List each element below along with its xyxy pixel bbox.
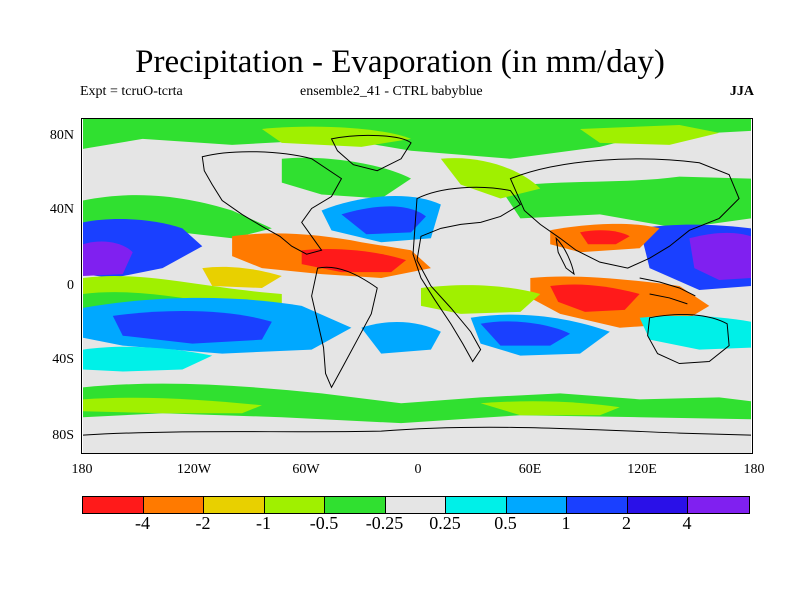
colorbar-label: -0.5: [309, 513, 339, 533]
lat-label-eq: 0: [67, 278, 74, 293]
lon-label-180w: 180: [71, 462, 93, 477]
colorbar-label: -1: [256, 513, 271, 533]
lat-label-40n: 40N: [49, 202, 74, 217]
colorbar-swatch: [143, 497, 204, 513]
lon-label-60w: 60W: [292, 462, 320, 477]
colorbar-swatch: [627, 497, 688, 513]
colorbar-swatch: [506, 497, 567, 513]
lon-label-60e: 60E: [518, 462, 542, 477]
colorbar: [82, 496, 750, 514]
colorbar-label: 2: [622, 513, 631, 533]
ensemble-label: ensemble2_41 - CTRL babyblue: [300, 84, 483, 99]
colorbar-label: 0.25: [429, 513, 461, 533]
lon-label-180e: 180: [743, 462, 765, 477]
colorbar-label: 0.5: [494, 513, 517, 533]
colorbar-label: -4: [135, 513, 150, 533]
world-map-panel: [81, 118, 753, 454]
coastlines: [82, 134, 752, 436]
colorbar-swatch: [688, 497, 749, 513]
colorbar-swatch: [264, 497, 325, 513]
lon-label-120w: 120W: [176, 462, 212, 477]
colorbar-swatch: [446, 497, 507, 513]
colorbar-label: -0.25: [365, 513, 404, 533]
lon-label-120e: 120E: [627, 462, 657, 477]
colorbar-label: -2: [195, 513, 211, 533]
experiment-label: Expt = tcruO-tcrta: [80, 84, 183, 99]
colorbar-label: 1: [561, 513, 571, 533]
field-regions: [83, 119, 751, 453]
season-label: JJA: [729, 84, 754, 99]
page-title: Precipitation - Evaporation (in mm/day): [135, 44, 665, 80]
lon-label-0: 0: [414, 462, 422, 477]
lat-label-80n: 80N: [49, 128, 74, 143]
colorbar-swatch: [204, 497, 265, 513]
precip-evap-field: [82, 119, 752, 453]
lat-label-80s: 80S: [52, 428, 74, 443]
colorbar-swatch: [567, 497, 628, 513]
colorbar-swatch: [325, 497, 386, 513]
colorbar-label: 4: [682, 513, 692, 533]
lat-label-40s: 40S: [52, 352, 74, 367]
colorbar-swatch: [385, 497, 446, 513]
colorbar-swatch: [83, 497, 144, 513]
